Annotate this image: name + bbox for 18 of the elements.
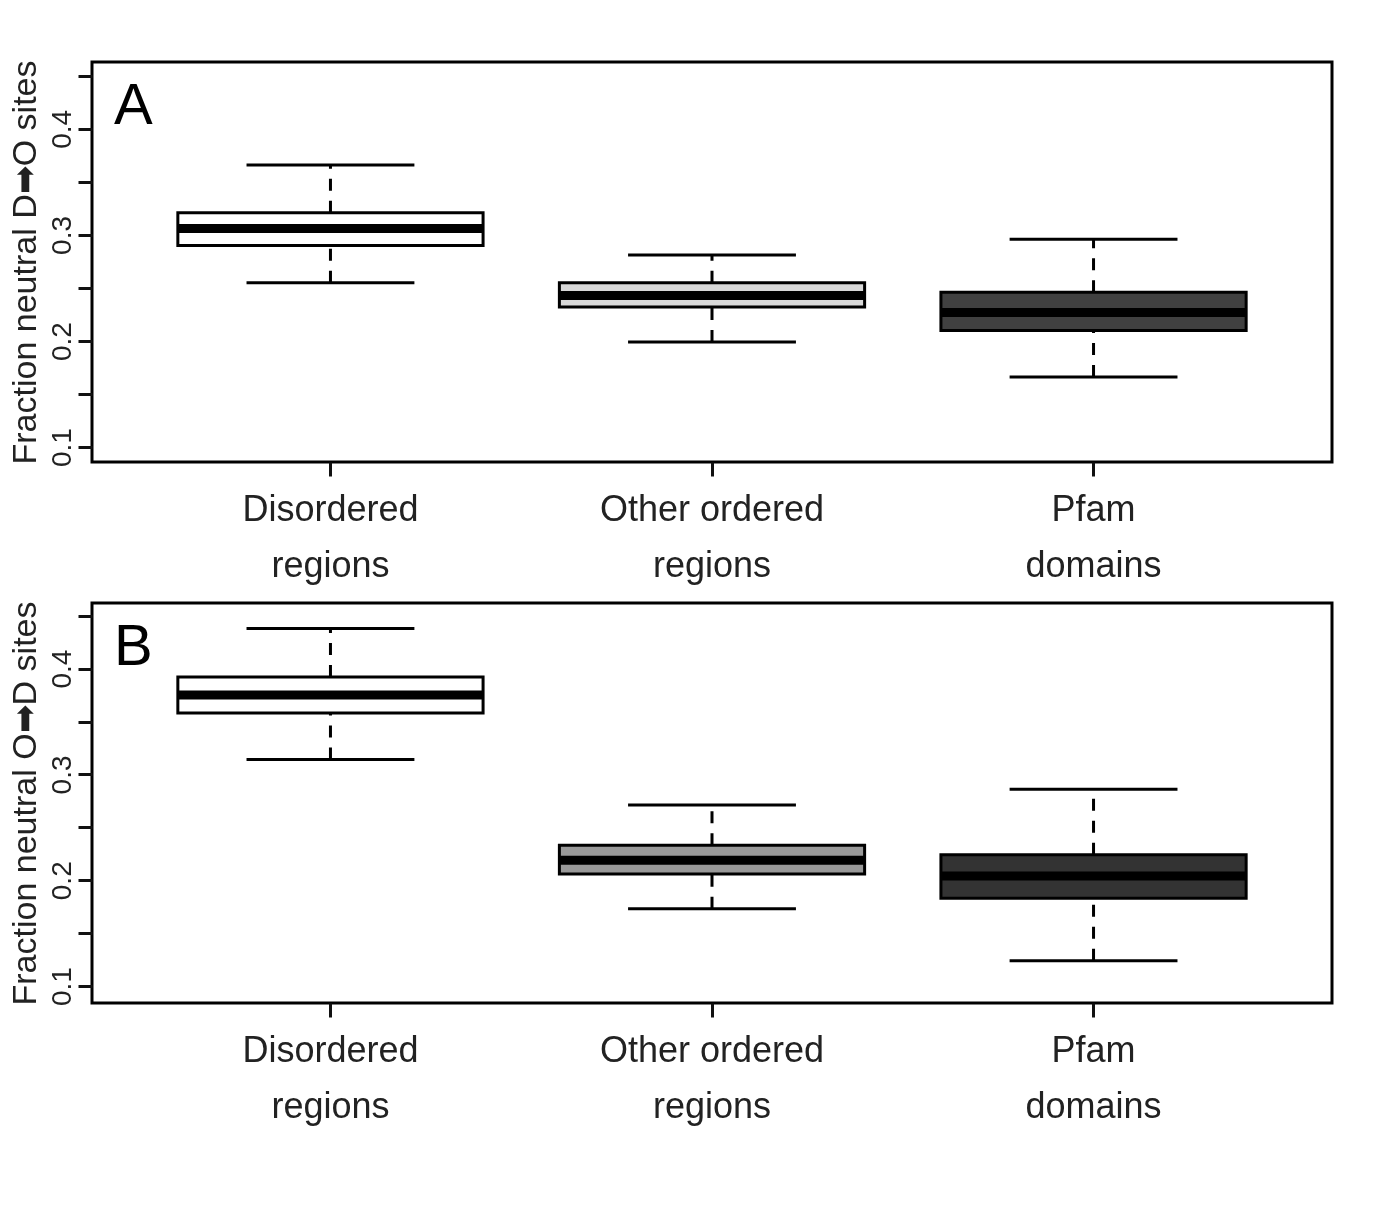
y-tick-label: 0.4 bbox=[45, 109, 77, 149]
x-tick-label: Disordered regions bbox=[242, 487, 419, 585]
x-tick-label: Other ordered regions bbox=[599, 487, 825, 585]
y-tick-label: 0.1 bbox=[45, 967, 77, 1007]
y-axis-title: Fraction neutral D➡O sites bbox=[4, 60, 43, 465]
y-tick-label: 0.1 bbox=[45, 428, 77, 468]
y-tick-label: 0.3 bbox=[45, 215, 77, 255]
annotation: B bbox=[114, 612, 153, 677]
x-tick-label: Disordered regions bbox=[242, 1028, 419, 1126]
annotation: A bbox=[114, 71, 153, 136]
x-tick-label: Pfam domains bbox=[1025, 487, 1162, 585]
y-tick-label: 0.2 bbox=[45, 322, 77, 362]
y-tick-label: 0.4 bbox=[45, 649, 77, 689]
x-tick-label: Other ordered regions bbox=[599, 1028, 825, 1126]
y-axis-title: Fraction neutral O➡D sites bbox=[4, 601, 43, 1006]
x-tick-label: Pfam domains bbox=[1025, 1028, 1162, 1126]
y-tick-label: 0.3 bbox=[45, 755, 77, 795]
y-tick-label: 0.2 bbox=[45, 861, 77, 901]
